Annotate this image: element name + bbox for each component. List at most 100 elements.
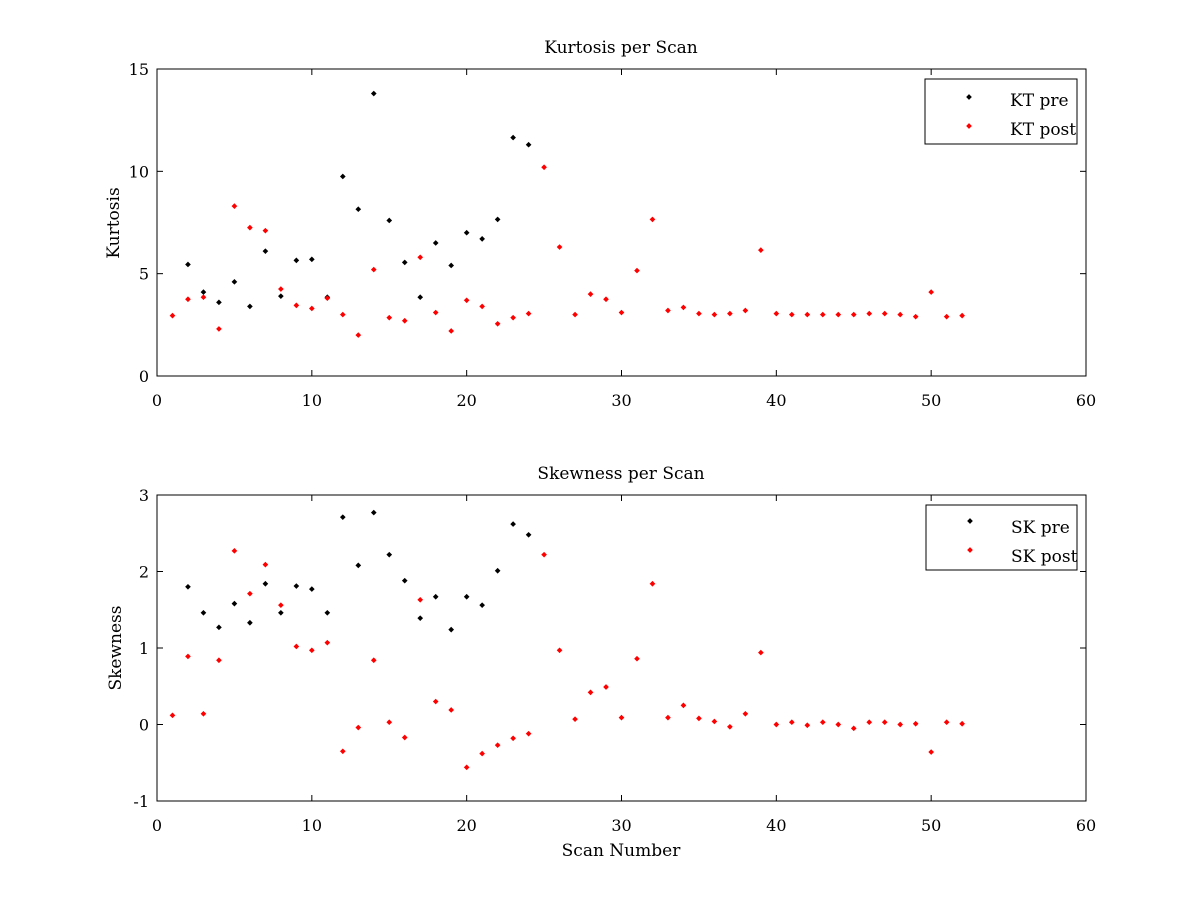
- kt-post-point: [819, 311, 826, 318]
- sk-post-point: [587, 689, 594, 696]
- kurtosis-subplot: Kurtosis per Scan Kurtosis 0 10 20 30 40 50 60…: [104, 38, 1096, 410]
- kt-post-point: [448, 328, 455, 334]
- kt-pre-point: [417, 294, 424, 301]
- skewness-y-ticks: -1 0 1 2 3: [133, 486, 1086, 811]
- kt-pre-point: [216, 299, 222, 306]
- sk-post-point: [835, 721, 842, 728]
- kt-pre-point: [339, 173, 346, 180]
- sk-post-point: [479, 750, 485, 757]
- sk-post-point: [928, 749, 934, 755]
- sk-post-point: [649, 580, 656, 587]
- skewness-y-tick-label: 3: [139, 486, 149, 505]
- sk-pre-point: [339, 514, 346, 521]
- kt-pre-legend-marker: [966, 94, 972, 100]
- skewness-subplot: Skewness per Scan Skewness Scan Number 0…: [106, 464, 1096, 861]
- kt-pre-legend-label: KT pre: [1010, 91, 1069, 111]
- sk-pre-point: [216, 624, 222, 631]
- skewness-title: Skewness per Scan: [537, 464, 704, 484]
- kt-post-point: [959, 312, 965, 319]
- sk-post-point: [634, 655, 640, 662]
- kt-pre-point: [247, 303, 253, 310]
- kurtosis-x-tick-label: 20: [456, 391, 476, 410]
- kt-pre-point: [432, 240, 439, 246]
- sk-post-point: [448, 707, 455, 713]
- kt-pre-point: [448, 262, 455, 269]
- kt-pre-point: [278, 293, 284, 300]
- sk-post-point: [278, 602, 284, 608]
- sk-post-point: [618, 714, 625, 721]
- sk-post-point: [788, 719, 795, 726]
- sk-post-point: [866, 719, 873, 726]
- kt-pre-point: [463, 229, 470, 236]
- kt-post-point: [835, 311, 842, 318]
- kurtosis-y-ticks: 0 5 10 15: [129, 60, 1086, 386]
- sk-post-point: [339, 748, 346, 755]
- kurtosis-y-axis-label: Kurtosis: [104, 187, 124, 258]
- sk-post-point: [850, 725, 857, 732]
- kt-post-point: [494, 320, 501, 327]
- kt-post-point: [696, 310, 702, 317]
- sk-post-point: [309, 647, 315, 654]
- kt-post-point: [649, 216, 656, 223]
- skewness-x-tick-label: 40: [766, 816, 786, 835]
- kurtosis-y-tick-label: 0: [139, 367, 149, 386]
- sk-pre-point: [494, 567, 501, 574]
- sk-pre-point: [309, 586, 315, 592]
- sk-post-point: [494, 742, 501, 748]
- sk-post-point: [293, 643, 300, 650]
- kt-post-point: [216, 326, 222, 332]
- kt-post-legend-marker: [966, 123, 972, 129]
- sk-post-point: [943, 719, 950, 726]
- kt-pre-point: [309, 256, 315, 263]
- kurtosis-x-ticks: 0 10 20 30 40 50 60: [152, 69, 1096, 410]
- kt-post-point: [665, 307, 671, 314]
- skewness-x-tick-label: 10: [302, 816, 322, 835]
- skewness-legend: SK pre SK post: [925, 504, 1078, 571]
- kt-pre-point: [231, 279, 238, 285]
- kurtosis-title: Kurtosis per Scan: [544, 38, 698, 58]
- kurtosis-legend-box: [924, 78, 1078, 145]
- kt-post-point: [912, 313, 919, 320]
- kt-post-point: [339, 311, 346, 318]
- kt-post-point: [711, 311, 718, 318]
- kurtosis-points: [169, 90, 965, 338]
- sk-post-point: [758, 649, 764, 656]
- sk-post-point: [742, 710, 749, 717]
- sk-post-point: [401, 734, 408, 741]
- kt-post-point: [200, 294, 207, 301]
- sk-post-point: [680, 702, 687, 709]
- kt-post-point: [928, 289, 934, 295]
- kt-post-point: [231, 203, 238, 209]
- kt-post-point: [370, 266, 377, 273]
- kt-post-point: [309, 305, 315, 312]
- sk-pre-legend-label: SK pre: [1011, 518, 1070, 538]
- sk-pre-point: [386, 551, 393, 558]
- kurtosis-x-tick-label: 30: [611, 391, 631, 410]
- kt-pre-point: [293, 257, 300, 264]
- kt-post-point: [185, 296, 191, 303]
- sk-pre-point: [293, 583, 300, 589]
- skewness-points: [169, 509, 965, 771]
- kt-post-point: [510, 314, 516, 321]
- skewness-x-axis-label: Scan Number: [562, 841, 682, 861]
- sk-post-point: [510, 735, 516, 742]
- sk-post-point: [881, 719, 888, 726]
- sk-post-point: [525, 730, 532, 737]
- kurtosis-y-tick-label: 5: [139, 265, 149, 284]
- sk-pre-point: [525, 531, 532, 538]
- kt-post-point: [324, 295, 331, 302]
- sk-post-point: [355, 724, 362, 731]
- sk-pre-point: [324, 609, 331, 616]
- kt-post-point: [293, 302, 300, 309]
- sk-post-legend-label: SK post: [1011, 547, 1078, 567]
- kt-post-point: [278, 286, 284, 292]
- kurtosis-y-tick-label: 15: [129, 60, 149, 79]
- kt-post-point: [603, 296, 609, 303]
- sk-post-point: [247, 590, 253, 597]
- kt-post-point: [386, 314, 393, 321]
- kt-post-point: [432, 309, 439, 316]
- kt-pre-point: [510, 134, 516, 141]
- sk-post-point: [804, 722, 811, 729]
- sk-post-point: [541, 551, 547, 558]
- kt-post-point: [572, 311, 578, 318]
